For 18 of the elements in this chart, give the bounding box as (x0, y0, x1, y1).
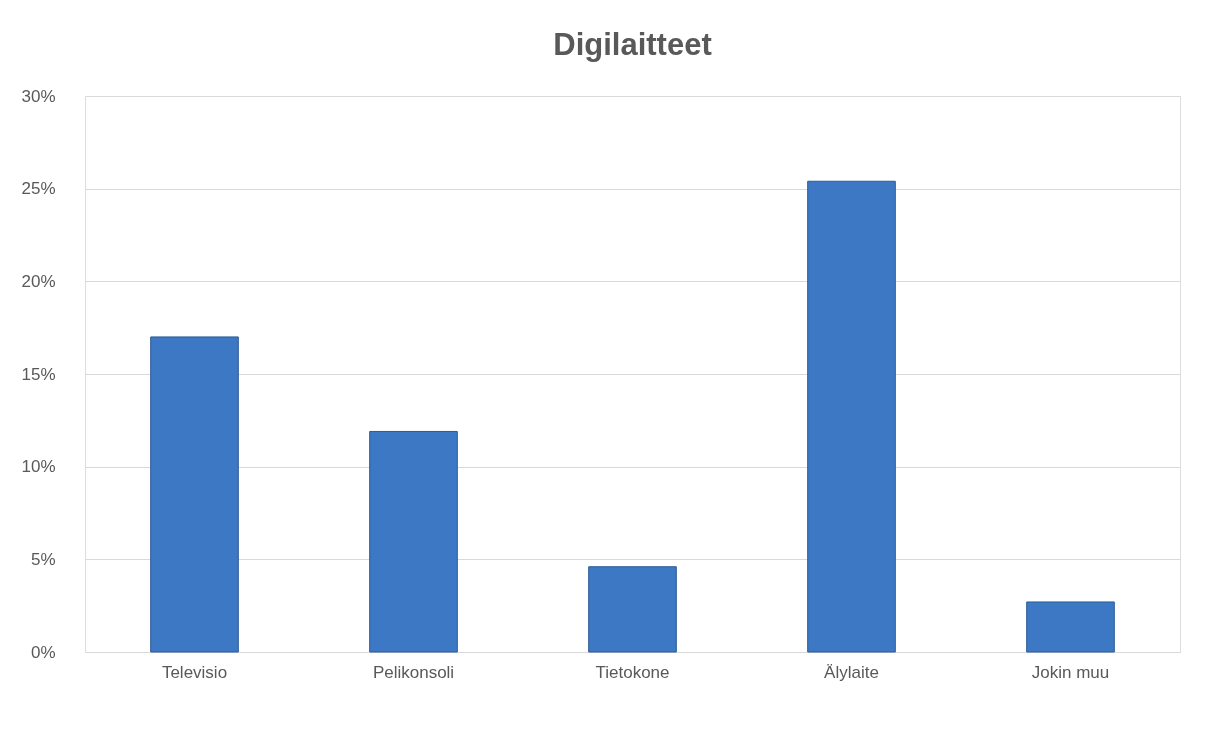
y-tick-label: 20% (21, 271, 56, 291)
y-tick-label: 15% (21, 364, 56, 384)
x-tick-label: Tietokone (595, 662, 670, 682)
y-tick-label: 0% (30, 642, 56, 662)
chart-title: Digilaitteet (553, 27, 712, 62)
y-tick-label: 25% (21, 179, 56, 199)
x-tick-label: Jokin muu (1031, 662, 1110, 682)
x-tick-label: Pelikonsoli (372, 662, 455, 682)
bar (1026, 601, 1115, 653)
x-tick-label: Älylaite (824, 662, 879, 682)
y-tick-label: 30% (21, 86, 56, 106)
bar (369, 430, 458, 653)
bar (588, 566, 677, 653)
bar (807, 180, 896, 653)
y-tick-label: 5% (30, 549, 56, 569)
x-tick-label: Televisio (161, 662, 228, 682)
bar (150, 336, 239, 653)
y-tick-label: 10% (21, 457, 56, 477)
